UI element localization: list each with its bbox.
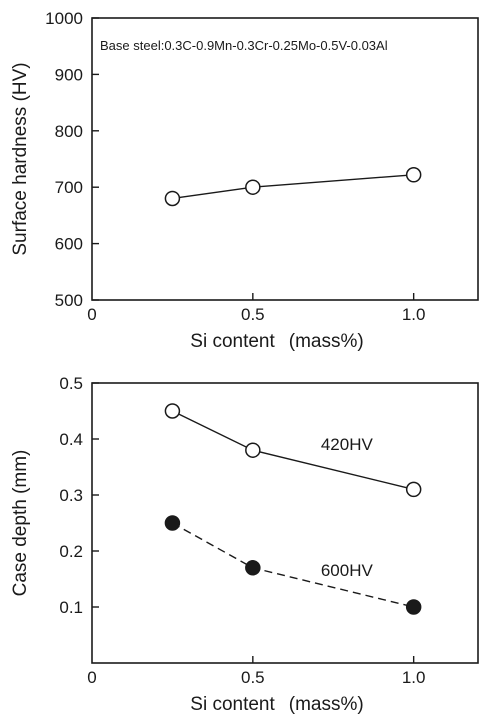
x-axis-unit: (mass%) xyxy=(289,694,364,715)
plot-frame xyxy=(91,17,479,301)
x-tick-label: 0.5 xyxy=(241,668,265,687)
x-tick-label: 0 xyxy=(87,305,96,324)
y-tick-label: 900 xyxy=(55,65,83,84)
x-tick-label: 1.0 xyxy=(402,305,426,324)
data-point xyxy=(164,190,181,207)
x-tick-label: 1.0 xyxy=(402,668,426,687)
y-tick-label: 0.3 xyxy=(59,486,83,505)
series-label-420hv: 420HV xyxy=(321,435,374,454)
x-tick-label: 0 xyxy=(87,668,96,687)
y-tick-label: 700 xyxy=(55,178,83,197)
plot-frame xyxy=(91,382,479,664)
x-axis-label-text: Si content xyxy=(190,331,275,352)
chart-panel-top: 500 600 700 800 900 1000 0 0.5 1.0 Si content (mas… xyxy=(10,9,479,352)
chart-panel-bottom: 0.1 0.2 0.3 0.4 0.5 0 0.5 1.0 Si content (mass%) C… xyxy=(10,374,479,715)
x-tick-label: 0.5 xyxy=(241,305,265,324)
y-tick-label: 1000 xyxy=(45,9,83,28)
data-point-420hv xyxy=(245,442,261,458)
data-point-600hv xyxy=(164,515,181,531)
y-tick-label: 0.5 xyxy=(59,374,83,393)
base-steel-annotation: Base steel:0.3C-0.9Mn-0.3Cr-0.25Mo-0.5V-… xyxy=(100,38,388,53)
x-axis-label: Si content (mass%) xyxy=(190,331,363,352)
data-point xyxy=(245,179,261,195)
series-line xyxy=(172,174,414,200)
x-axis-unit: (mass%) xyxy=(289,331,364,352)
y-tick-label: 0.1 xyxy=(59,598,83,617)
x-axis-label: Si content (mass%) xyxy=(190,694,363,715)
y-tick-label: 600 xyxy=(55,235,83,254)
data-point-600hv xyxy=(245,560,261,576)
y-tick-label: 0.2 xyxy=(59,542,83,561)
y-tick-label: 0.4 xyxy=(59,430,83,449)
data-point-600hv xyxy=(405,599,422,615)
series-label-600hv: 600HV xyxy=(321,561,374,580)
data-point-420hv xyxy=(164,403,181,419)
y-tick-label: 500 xyxy=(55,291,83,310)
series-line-420hv xyxy=(172,410,414,491)
x-axis-label-text: Si content xyxy=(190,694,275,715)
data-point-420hv xyxy=(405,481,422,498)
y-axis-label: Surface hardness (HV) xyxy=(10,62,31,255)
series-line-600hv xyxy=(172,522,414,608)
y-axis-label: Case depth (mm) xyxy=(10,450,31,597)
data-point xyxy=(405,167,422,183)
y-tick-label: 800 xyxy=(55,122,83,141)
